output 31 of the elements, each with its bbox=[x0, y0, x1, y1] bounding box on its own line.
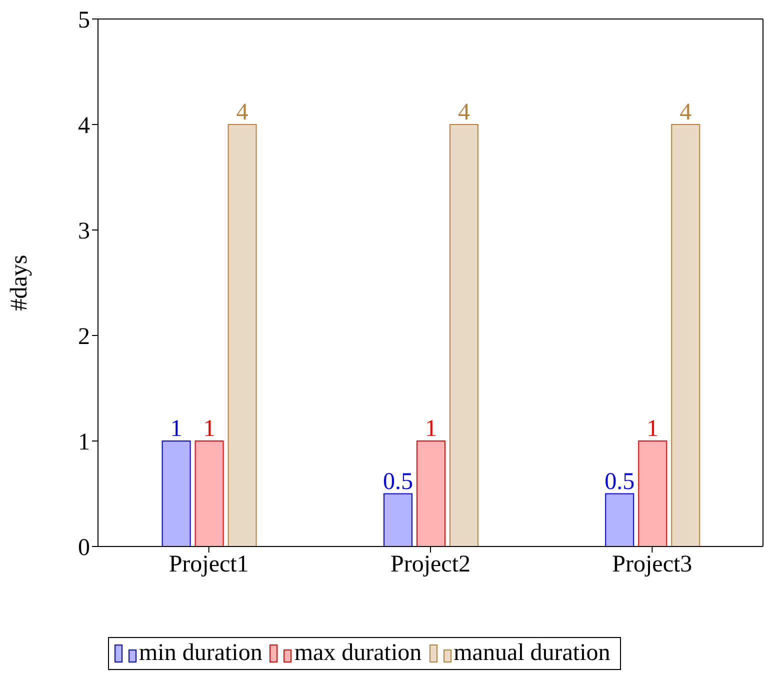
data-label: 1 bbox=[424, 416, 437, 442]
bar bbox=[383, 493, 412, 546]
data-label: 1 bbox=[203, 416, 216, 442]
y-tick-label: 5 bbox=[78, 8, 90, 34]
x-tick-label: Project2 bbox=[390, 552, 470, 578]
bar bbox=[416, 440, 446, 546]
data-label: 4 bbox=[236, 100, 248, 126]
data-label: 4 bbox=[458, 100, 470, 126]
bar bbox=[605, 493, 634, 546]
data-label: 4 bbox=[680, 100, 692, 126]
x-tick-label: Project3 bbox=[612, 552, 692, 578]
bar bbox=[228, 124, 257, 546]
y-tick-label: 4 bbox=[78, 113, 90, 140]
bar bbox=[162, 440, 191, 546]
legend-label: max duration bbox=[294, 640, 422, 666]
y-tick-label: 2 bbox=[78, 324, 90, 350]
legend-label: min duration bbox=[139, 640, 262, 666]
y-axis-title: #days bbox=[6, 254, 33, 311]
data-label: 0.5 bbox=[604, 468, 635, 495]
y-tick-label: 0 bbox=[78, 535, 90, 562]
bar bbox=[671, 124, 700, 546]
data-label: 1 bbox=[646, 416, 659, 442]
x-tick-label: Project1 bbox=[168, 552, 249, 578]
data-label: 0.5 bbox=[382, 468, 413, 495]
y-tick-label: 3 bbox=[78, 218, 90, 245]
legend-label: manual duration bbox=[454, 640, 610, 666]
bar bbox=[638, 440, 668, 546]
y-tick-label: 1 bbox=[78, 430, 90, 456]
bar bbox=[449, 124, 478, 546]
bar bbox=[194, 440, 224, 546]
data-label: 1 bbox=[170, 416, 182, 442]
